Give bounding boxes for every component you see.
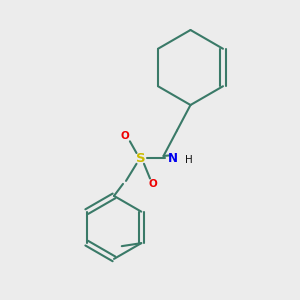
Text: N: N [167, 152, 178, 165]
Text: O: O [148, 179, 158, 189]
Text: O: O [120, 131, 129, 141]
Text: S: S [136, 152, 146, 165]
Text: H: H [185, 155, 193, 165]
